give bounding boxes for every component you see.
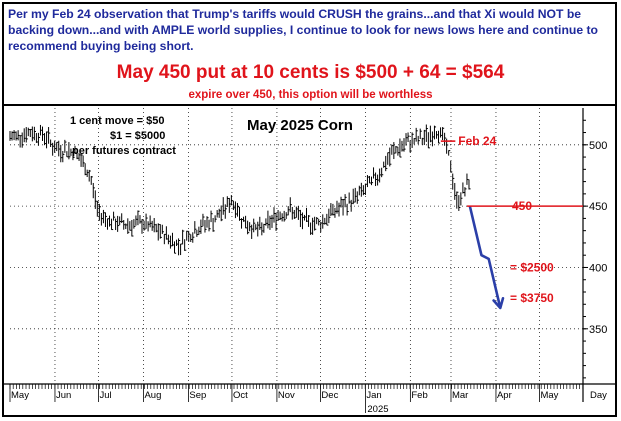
year-label: 2025 <box>367 404 388 415</box>
x-tick-label: May <box>540 390 558 401</box>
x-tick-label: May <box>11 390 29 401</box>
x-tick-label: Jul <box>99 390 111 401</box>
info-line: 1 cent move = $50 <box>70 115 164 127</box>
projection-line <box>468 205 502 309</box>
info-box: May 2025 Corn 1 cent move = $50 $1 = $500… <box>70 115 353 157</box>
subline-text: expire over 450, this option will be wor… <box>188 89 433 101</box>
value-label-3750: = $3750 <box>510 291 554 305</box>
info-line: per futures contract <box>72 145 176 157</box>
x-tick-label: Dec <box>321 390 338 401</box>
x-tick-label: Day <box>590 390 607 401</box>
header-divider <box>2 104 617 106</box>
x-tick-label: Oct <box>233 390 248 401</box>
chart-frame <box>2 2 617 417</box>
value-label-2500: = $2500 <box>510 260 554 274</box>
y-tick-label: 400 <box>589 262 607 274</box>
x-tick-label: Jun <box>56 390 71 401</box>
x-tick-label: Feb <box>411 390 427 401</box>
projection-arrowhead <box>492 297 505 310</box>
chart-title: May 2025 Corn <box>247 117 353 134</box>
info-line: $1 = $5000 <box>110 130 165 142</box>
strike-label: 450 <box>512 199 532 213</box>
headline-text: May 450 put at 10 cents is $500 + 64 = $… <box>116 62 505 83</box>
x-tick-label: Aug <box>144 390 161 401</box>
price-bars <box>9 124 471 256</box>
y-tick-label: 350 <box>589 324 607 336</box>
x-tick-label: Mar <box>452 390 468 401</box>
y-tick-label: 450 <box>589 201 607 213</box>
projection-arrow <box>468 205 505 310</box>
x-tick-label: Sep <box>189 390 206 401</box>
observation-text: Per my Feb 24 observation that Trump's t… <box>8 7 598 53</box>
x-tick-label: Apr <box>497 390 512 401</box>
axes: 350 400 450 500 May Jun Jul Aug Sep Oct Nov Dec Jan F… <box>4 108 617 415</box>
feb24-label: Feb 24 <box>458 134 496 148</box>
x-tick-label: Nov <box>278 390 295 401</box>
x-tick-label: Jan <box>366 390 381 401</box>
annotations: Feb 24 450 = $2500 = $3750 <box>440 134 583 305</box>
y-tick-label: 500 <box>589 140 607 152</box>
